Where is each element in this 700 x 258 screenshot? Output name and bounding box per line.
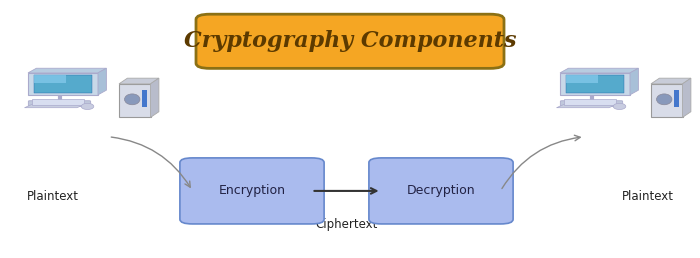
Polygon shape <box>560 68 638 73</box>
Ellipse shape <box>657 94 672 105</box>
Text: Encryption: Encryption <box>218 184 286 197</box>
FancyBboxPatch shape <box>560 101 623 106</box>
Text: Plaintext: Plaintext <box>27 190 78 203</box>
FancyBboxPatch shape <box>34 75 92 93</box>
FancyBboxPatch shape <box>651 84 682 117</box>
FancyBboxPatch shape <box>119 84 150 117</box>
FancyBboxPatch shape <box>369 158 513 224</box>
Ellipse shape <box>613 103 626 109</box>
Polygon shape <box>556 105 616 108</box>
FancyBboxPatch shape <box>566 75 624 93</box>
Polygon shape <box>564 99 616 105</box>
FancyBboxPatch shape <box>34 75 66 83</box>
Polygon shape <box>682 78 691 117</box>
Polygon shape <box>28 68 106 73</box>
FancyBboxPatch shape <box>673 90 678 107</box>
Polygon shape <box>98 68 106 95</box>
Text: Cryptography Components: Cryptography Components <box>183 30 517 52</box>
Ellipse shape <box>81 103 94 109</box>
Polygon shape <box>25 105 84 108</box>
Polygon shape <box>651 78 691 84</box>
FancyBboxPatch shape <box>560 73 630 95</box>
Polygon shape <box>119 78 159 84</box>
Text: Plaintext: Plaintext <box>622 190 673 203</box>
Polygon shape <box>150 78 159 117</box>
Text: Ciphertext: Ciphertext <box>315 218 378 231</box>
FancyBboxPatch shape <box>566 75 598 83</box>
Polygon shape <box>630 68 638 95</box>
FancyBboxPatch shape <box>180 158 324 224</box>
Text: Decryption: Decryption <box>407 184 475 197</box>
FancyBboxPatch shape <box>28 73 98 95</box>
FancyBboxPatch shape <box>196 14 504 68</box>
FancyBboxPatch shape <box>29 101 91 106</box>
FancyBboxPatch shape <box>141 90 146 107</box>
Ellipse shape <box>125 94 140 105</box>
Polygon shape <box>32 99 84 105</box>
